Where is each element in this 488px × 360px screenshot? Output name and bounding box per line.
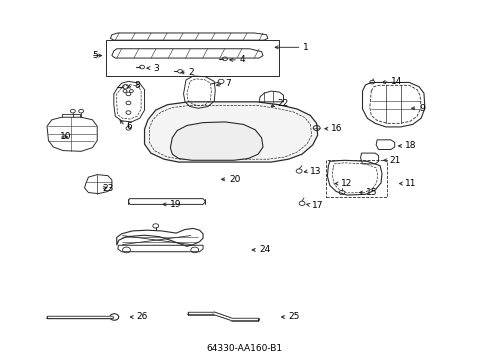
- Text: 2: 2: [188, 68, 194, 77]
- Text: 1: 1: [303, 43, 308, 52]
- Polygon shape: [170, 122, 263, 160]
- Text: 8: 8: [135, 81, 140, 90]
- Text: 17: 17: [311, 201, 323, 210]
- Text: 24: 24: [259, 246, 270, 255]
- Text: 4: 4: [239, 55, 245, 64]
- Text: 10: 10: [60, 132, 72, 141]
- Text: 15: 15: [366, 188, 377, 197]
- Text: 18: 18: [405, 141, 416, 150]
- Text: 11: 11: [405, 179, 416, 188]
- Text: 19: 19: [170, 200, 182, 209]
- Bar: [105, 40, 278, 76]
- Text: 14: 14: [390, 77, 401, 86]
- Text: 25: 25: [288, 312, 299, 321]
- Bar: [326, 159, 386, 197]
- Polygon shape: [144, 102, 317, 162]
- Text: 21: 21: [389, 156, 400, 165]
- Text: 9: 9: [418, 104, 424, 113]
- Text: 12: 12: [340, 179, 352, 188]
- Text: 3: 3: [153, 64, 158, 73]
- Text: 26: 26: [136, 312, 147, 321]
- Text: 5: 5: [92, 51, 98, 60]
- Text: 7: 7: [224, 80, 230, 89]
- Text: 6: 6: [126, 122, 132, 131]
- Text: 20: 20: [228, 175, 240, 184]
- Text: 13: 13: [310, 167, 321, 176]
- Text: 22: 22: [277, 99, 288, 108]
- Text: 23: 23: [102, 184, 113, 193]
- Text: 64330-AA160-B1: 64330-AA160-B1: [206, 344, 282, 353]
- Text: 16: 16: [330, 124, 342, 133]
